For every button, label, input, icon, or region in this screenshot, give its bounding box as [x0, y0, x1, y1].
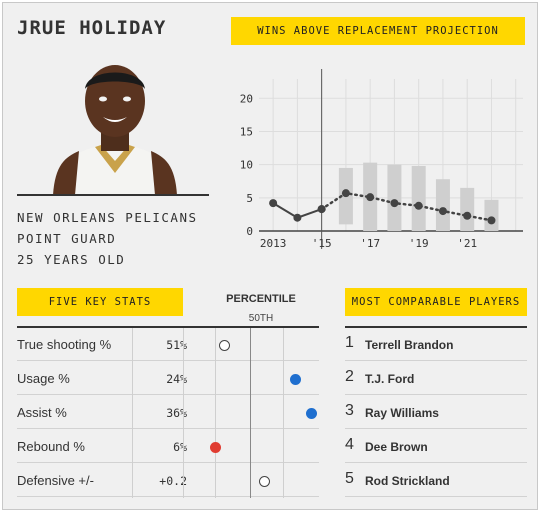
- column-divider: [283, 328, 284, 498]
- stat-value: 36%: [166, 406, 187, 420]
- column-divider: [215, 328, 216, 498]
- percentile-dot: [258, 475, 270, 487]
- player-position: POINT GUARD: [17, 231, 117, 246]
- stats-divider: [17, 326, 319, 328]
- stat-row: Rebound % 6%: [17, 430, 319, 463]
- projected-war-point: [317, 205, 326, 214]
- stats-section-title: FIVE KEY STATS: [17, 288, 183, 316]
- stat-row: True shooting % 51%: [17, 328, 319, 361]
- stat-row: Assist % 36%: [17, 396, 319, 429]
- war-section-title: WINS ABOVE REPLACEMENT PROJECTION: [231, 17, 525, 45]
- stat-label: Defensive +/-: [17, 473, 94, 488]
- projected-war-point: [487, 216, 496, 225]
- comparable-player-row: 1 Terrell Brandon: [345, 328, 527, 361]
- y-tick-label: 15: [240, 125, 253, 138]
- projection-range-bar: [411, 165, 426, 231]
- team-name: NEW ORLEANS PELICANS: [17, 210, 198, 225]
- stat-label: Rebound %: [17, 439, 85, 454]
- x-tick-label: 2013: [260, 237, 287, 250]
- comparable-player-row: 3 Ray Williams: [345, 396, 527, 429]
- x-tick-label: '15: [312, 237, 332, 250]
- projected-war-point: [390, 199, 399, 208]
- comparable-player-row: 5 Rod Strickland: [345, 464, 527, 497]
- percentile-header: PERCENTILE: [226, 293, 296, 305]
- comparable-player-row: 4 Dee Brown: [345, 430, 527, 463]
- historical-war-point: [293, 213, 302, 222]
- projected-war-point: [463, 211, 472, 220]
- comparable-name: Rod Strickland: [365, 474, 450, 488]
- x-tick-label: '19: [409, 237, 429, 250]
- projected-war-point: [438, 207, 447, 216]
- projected-war-line: [320, 191, 493, 222]
- percentile-dot: [305, 407, 317, 419]
- comparable-name: Terrell Brandon: [365, 338, 454, 352]
- stat-value: 6%: [173, 440, 187, 454]
- stat-label: Usage %: [17, 371, 70, 386]
- comparable-name: T.J. Ford: [365, 372, 415, 386]
- percentile-dot: [219, 339, 231, 351]
- median-line: [250, 328, 251, 498]
- percentile-dot: [289, 373, 301, 385]
- stat-value: 24%: [166, 372, 187, 386]
- comparable-rank: 3: [345, 402, 354, 419]
- percentile-dot: [210, 441, 222, 453]
- column-divider: [132, 328, 133, 498]
- projected-war-point: [366, 193, 375, 202]
- comparable-name: Ray Williams: [365, 406, 439, 420]
- player-name: JRUE HOLIDAY: [17, 17, 167, 39]
- projected-war-point: [341, 189, 350, 198]
- projected-war-point: [414, 201, 423, 210]
- comparable-rank: 5: [345, 470, 354, 487]
- comparable-rank: 4: [345, 436, 354, 453]
- historical-war-point: [269, 199, 278, 208]
- player-age: 25 YEARS OLD: [17, 252, 126, 267]
- y-tick-label: 5: [246, 192, 253, 205]
- x-tick-label: '21: [457, 237, 477, 250]
- war-projection-chart: 0 5 10 15 20 2013 '15 '17 '19 '21: [240, 69, 523, 250]
- stat-label: Assist %: [17, 405, 67, 420]
- player-headshot: [53, 65, 177, 195]
- headshot-divider: [17, 194, 209, 196]
- x-tick-label: '17: [360, 237, 380, 250]
- projection-range-bar: [387, 164, 402, 231]
- column-divider: [183, 328, 184, 498]
- y-tick-label: 0: [246, 225, 253, 238]
- projection-range-bar: [484, 199, 499, 231]
- projection-range-bar: [460, 187, 475, 231]
- y-tick-label: 10: [240, 159, 253, 172]
- y-tick-label: 20: [240, 92, 253, 105]
- stat-label: True shooting %: [17, 337, 112, 352]
- stat-row: Usage % 24%: [17, 362, 319, 395]
- comparable-name: Dee Brown: [365, 440, 428, 454]
- comparable-player-row: 2 T.J. Ford: [345, 362, 527, 395]
- comparables-title: MOST COMPARABLE PLAYERS: [345, 288, 527, 316]
- median-label: 50TH: [248, 313, 274, 324]
- comparable-rank: 2: [345, 368, 354, 385]
- comparable-rank: 1: [345, 334, 354, 351]
- stat-row: Defensive +/- +0.2: [17, 464, 319, 497]
- comparables-divider: [345, 326, 527, 328]
- stat-value: 51%: [166, 338, 187, 352]
- projection-range-bar: [435, 179, 450, 231]
- stat-value: +0.2: [159, 474, 187, 488]
